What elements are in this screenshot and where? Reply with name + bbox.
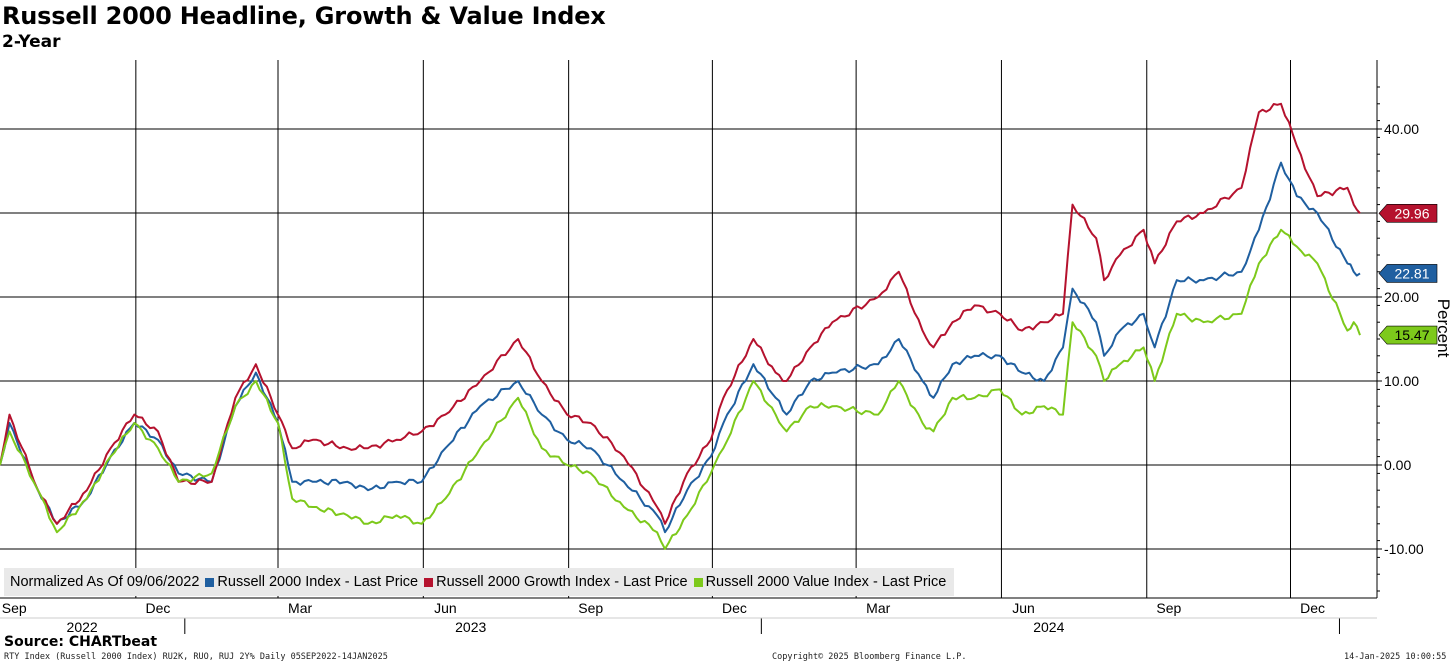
legend-item-value: Russell 2000 Value Index - Last Price — [688, 574, 947, 590]
chart-title: Russell 2000 Headline, Growth & Value In… — [2, 2, 606, 30]
series-layer — [0, 102, 1361, 550]
source-note: Source: CHARTbeat — [4, 634, 158, 650]
last-value-tag-label: 22.81 — [1394, 265, 1429, 281]
x-month-label: Sep — [1156, 600, 1181, 616]
footer-copyright: Copyright© 2025 Bloomberg Finance L.P. — [772, 652, 967, 662]
y-tick-label: 0.00 — [1384, 457, 1411, 473]
x-month-label: Sep — [578, 600, 603, 616]
legend-label-value: Russell 2000 Value Index - Last Price — [705, 574, 947, 590]
footer-timestamp: 14-Jan-2025 10:00:55 — [1344, 652, 1447, 662]
legend-label-growth: Russell 2000 Growth Index - Last Price — [436, 574, 688, 590]
chart-subtitle: 2-Year — [2, 32, 61, 52]
legend-item-growth: Russell 2000 Growth Index - Last Price — [418, 574, 688, 590]
last-value-tag-box — [1378, 264, 1438, 283]
x-month-label: Jun — [434, 600, 457, 616]
axis-layer: -10.00 0.00 10.00 20.00 40.00 Sep Dec Mar Jun Sep… — [0, 60, 1438, 635]
legend-item-headline: Russell 2000 Index - Last Price — [199, 574, 418, 590]
x-year-label: 2022 — [67, 619, 98, 635]
y-tick-label: 40.00 — [1384, 121, 1419, 137]
legend-swatch-value — [693, 577, 703, 587]
legend-label-headline: Russell 2000 Index - Last Price — [217, 574, 419, 590]
legend: Normalized As Of 09/06/2022 Russell 2000… — [4, 568, 955, 596]
last-value-tag-label: 15.47 — [1394, 327, 1429, 343]
last-value-tag: 15.47 — [1378, 325, 1438, 345]
x-year-label: 2023 — [455, 619, 486, 635]
y-axis-label: Percent — [1434, 299, 1453, 358]
last-value-tag-box — [1378, 325, 1438, 345]
legend-swatch-growth — [424, 577, 434, 587]
grid-layer — [0, 60, 1377, 598]
x-month-label: Dec — [722, 600, 747, 616]
x-month-label: Dec — [146, 600, 171, 616]
last-value-tag-box — [1378, 204, 1438, 223]
series-line-growth — [0, 102, 1361, 525]
y-tick-label: 10.00 — [1384, 373, 1419, 389]
last-value-tag: 29.96 — [1378, 204, 1438, 223]
y-tick-label: -10.00 — [1384, 541, 1424, 557]
x-month-label: Mar — [288, 600, 312, 616]
legend-note: Normalized As Of 09/06/2022 — [10, 574, 200, 590]
series-line-value — [0, 228, 1361, 550]
x-year-label: 2024 — [1033, 619, 1064, 635]
y-tick-label: 20.00 — [1384, 289, 1419, 305]
x-month-label: Sep — [2, 600, 27, 616]
x-month-label: Mar — [866, 600, 890, 616]
footer-left: RTY Index (Russell 2000 Index) RU2K, RUO… — [4, 652, 388, 662]
legend-swatch-headline — [205, 577, 215, 587]
x-month-label: Dec — [1300, 600, 1325, 616]
last-value-tag: 22.81 — [1378, 264, 1438, 283]
last-value-tag-label: 29.96 — [1394, 205, 1429, 221]
x-month-label: Jun — [1012, 600, 1035, 616]
